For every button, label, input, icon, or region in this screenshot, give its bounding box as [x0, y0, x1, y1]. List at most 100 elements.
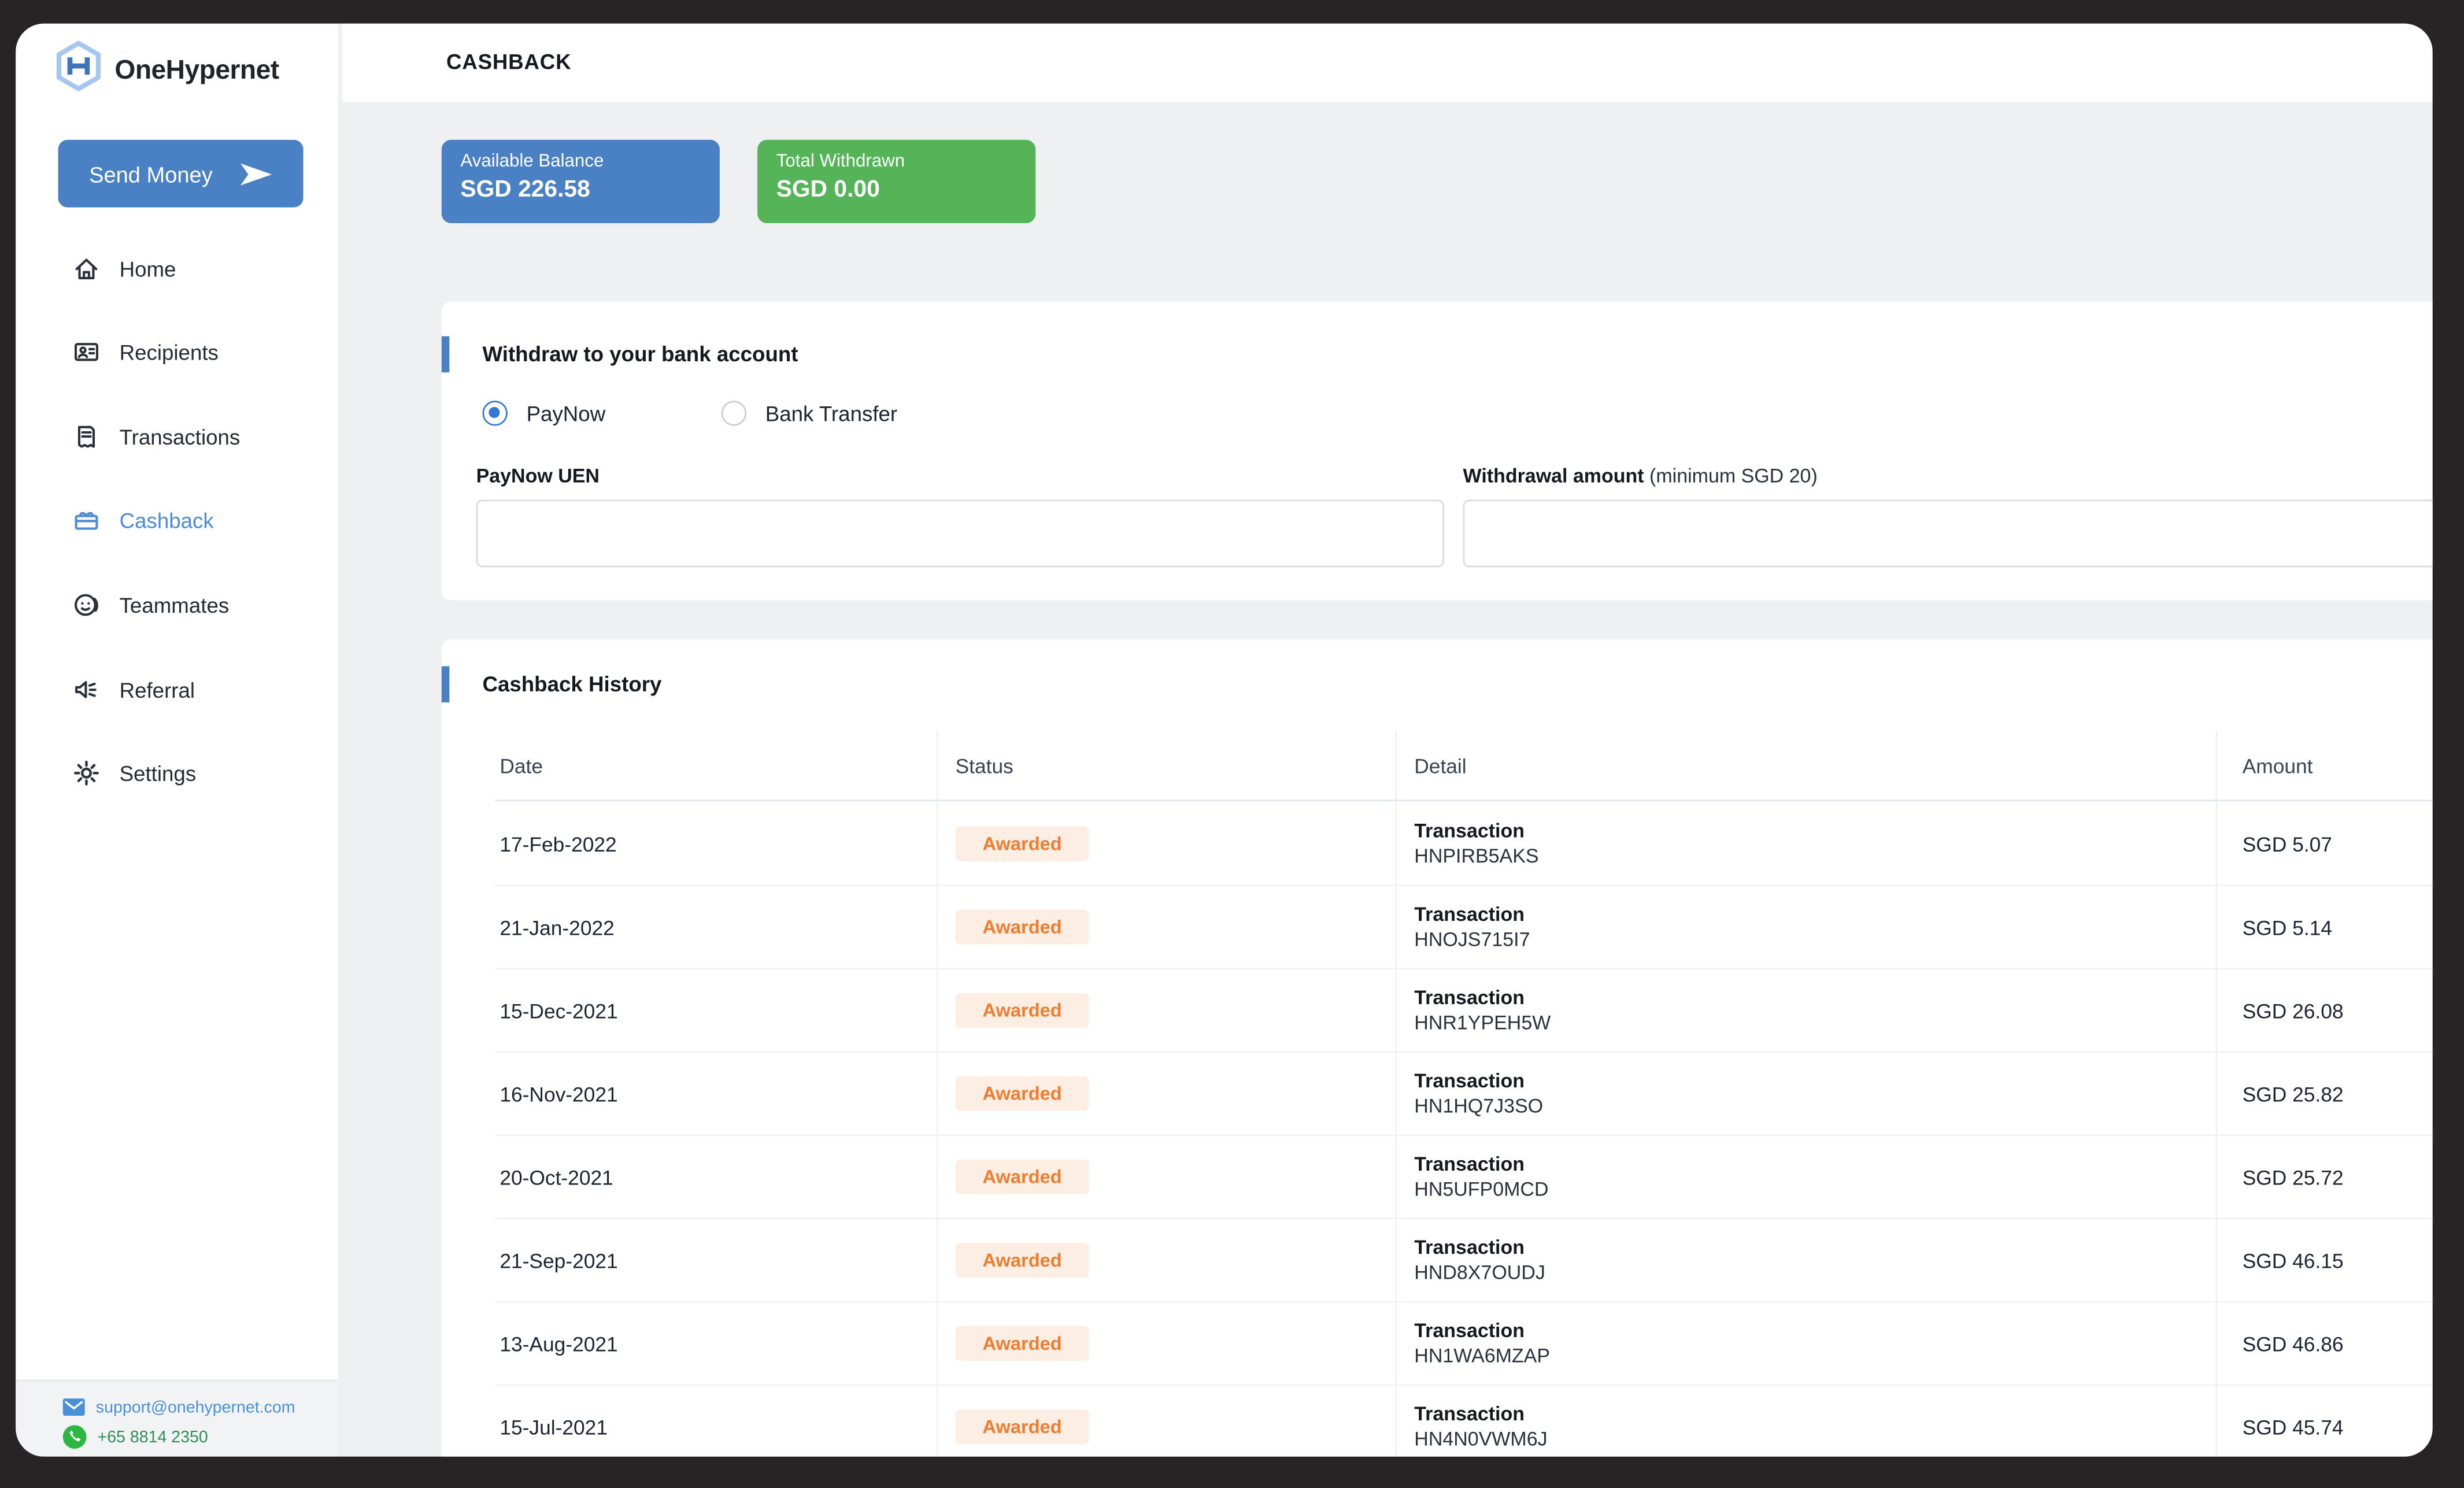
sidebar-item-label: Recipients	[119, 340, 219, 364]
cell-amount: SGD 46.86	[2242, 1332, 2344, 1356]
withdrawal-amount-input[interactable]	[1463, 499, 2433, 568]
cell-date: 17-Feb-2022	[500, 832, 617, 857]
bank-transfer-radio-label: Bank Transfer	[765, 401, 898, 425]
detail-type: Transaction	[1414, 820, 1525, 842]
column-divider	[1395, 730, 1397, 1457]
withdraw-title: Withdraw to your bank account	[482, 342, 798, 367]
sidebar-item-settings[interactable]: Settings	[16, 746, 338, 799]
detail-code: HNR1YPEH5W	[1414, 1012, 1551, 1034]
logo[interactable]: OneHypernet	[55, 39, 279, 101]
detail-code: HNOJS715I7	[1414, 928, 1530, 951]
send-icon	[241, 162, 273, 185]
withdraw-panel: Withdraw to your bank account PayNow Ban…	[441, 301, 2433, 601]
paynow-radio[interactable]: PayNow	[482, 398, 605, 429]
table-row: 21-Jan-2022 Awarded Transaction HNOJS715I7 S…	[495, 886, 2433, 970]
page-header: CASHBACK	[342, 23, 2433, 102]
table-row: 16-Nov-2021 Awarded Transaction HN1HQ7J3SO S…	[495, 1053, 2433, 1137]
radio-circle	[721, 401, 747, 426]
cell-date: 15-Jul-2021	[500, 1416, 608, 1439]
sidebar-item-label: Cashback	[119, 508, 214, 532]
table-row: 21-Sep-2021 Awarded Transaction HND8X7OUDJ S…	[495, 1219, 2433, 1303]
detail-code: HN4N0VWM6J	[1414, 1428, 1548, 1450]
settings-gear-icon	[72, 759, 101, 787]
sidebar-item-label: Settings	[119, 761, 197, 785]
total-withdrawn-card: Total Withdrawn SGD 0.00	[757, 139, 1036, 223]
sidebar-item-teammates[interactable]: Teammates	[16, 578, 338, 631]
status-badge: Awarded	[955, 1243, 1089, 1278]
sidebar-item-cashback[interactable]: Cashback	[16, 493, 338, 546]
column-divider	[936, 730, 938, 1457]
cell-amount: SGD 26.08	[2242, 999, 2344, 1023]
sidebar-item-home[interactable]: Home	[16, 242, 338, 295]
support-phone-text: +65 8814 2350	[97, 1427, 208, 1447]
paynow-uen-input[interactable]	[476, 499, 1444, 568]
column-header-amount: Amount	[2242, 754, 2313, 778]
detail-code: HN1WA6MZAP	[1414, 1345, 1551, 1367]
onehypernet-hexagon-logo-icon	[55, 39, 102, 101]
cell-detail: Transaction HND8X7OUDJ	[1414, 1235, 1545, 1285]
available-balance-card: Available Balance SGD 226.58	[441, 139, 720, 223]
sidebar: OneHypernet Send Money Home	[16, 23, 338, 1457]
table-row: 15-Jul-2021 Awarded Transaction HN4N0VWM6J S…	[495, 1386, 2432, 1456]
detail-type: Transaction	[1414, 1237, 1525, 1259]
table-row: 17-Feb-2022 Awarded Transaction HNPIRB5AKS S…	[495, 803, 2433, 887]
send-money-button[interactable]: Send Money	[58, 139, 304, 208]
cell-date: 21-Jan-2022	[500, 916, 615, 940]
detail-type: Transaction	[1414, 1403, 1525, 1426]
support-email-text: support@onehypernet.com	[95, 1397, 295, 1417]
sidebar-item-label: Teammates	[119, 593, 230, 617]
cell-detail: Transaction HNR1YPEH5W	[1414, 985, 1551, 1035]
cell-amount: SGD 5.07	[2242, 832, 2332, 857]
detail-code: HNPIRB5AKS	[1414, 845, 1539, 868]
accent-bar	[441, 336, 450, 373]
referral-megaphone-icon	[72, 676, 101, 704]
cell-detail: Transaction HNPIRB5AKS	[1414, 819, 1538, 869]
cell-date: 13-Aug-2021	[500, 1332, 618, 1356]
sidebar-item-recipients[interactable]: Recipients	[16, 325, 338, 379]
status-badge: Awarded	[955, 1409, 1089, 1444]
detail-code: HN1HQ7J3SO	[1414, 1095, 1544, 1117]
detail-type: Transaction	[1414, 903, 1525, 926]
column-header-detail: Detail	[1414, 754, 1467, 778]
sidebar-item-label: Referral	[119, 678, 195, 702]
status-badge: Awarded	[955, 1159, 1089, 1194]
email-icon	[62, 1398, 85, 1416]
available-balance-label: Available Balance	[460, 152, 604, 172]
total-withdrawn-value: SGD 0.00	[776, 176, 880, 203]
bank-transfer-radio[interactable]: Bank Transfer	[721, 398, 898, 429]
table-row: 13-Aug-2021 Awarded Transaction HN1WA6MZAP S…	[495, 1302, 2433, 1386]
status-badge: Awarded	[955, 993, 1089, 1028]
cell-detail: Transaction HN1HQ7J3SO	[1414, 1068, 1543, 1119]
sidebar-item-transactions[interactable]: Transactions	[16, 410, 338, 463]
logo-text: OneHypernet	[114, 54, 279, 84]
paynow-radio-label: PayNow	[526, 401, 606, 425]
sidebar-footer: support@onehypernet.com +65 8814 2350	[16, 1379, 338, 1457]
cell-amount: SGD 46.15	[2242, 1249, 2344, 1273]
available-balance-value: SGD 226.58	[460, 176, 590, 203]
recipients-icon	[72, 338, 101, 366]
detail-type: Transaction	[1414, 1070, 1525, 1093]
cell-date: 20-Oct-2021	[500, 1165, 613, 1190]
table-row: 20-Oct-2021 Awarded Transaction HN5UFP0MCD S…	[495, 1136, 2433, 1220]
status-badge: Awarded	[955, 1076, 1089, 1111]
sidebar-item-referral[interactable]: Referral	[16, 663, 338, 716]
cashback-history-title: Cashback History	[482, 672, 662, 697]
withdrawal-amount-label: Withdrawal amount (minimum SGD 20)	[1463, 465, 1818, 487]
cell-amount: SGD 25.72	[2242, 1165, 2344, 1190]
cell-detail: Transaction HN1WA6MZAP	[1414, 1318, 1550, 1368]
detail-type: Transaction	[1414, 1153, 1525, 1176]
support-phone-link[interactable]: +65 8814 2350	[62, 1422, 338, 1452]
cashback-history-panel: Cashback History Date Status Detail Amou…	[441, 639, 2433, 1457]
cell-detail: Transaction HN5UFP0MCD	[1414, 1152, 1548, 1202]
detail-type: Transaction	[1414, 986, 1525, 1009]
detail-type: Transaction	[1414, 1320, 1525, 1342]
radio-circle	[482, 401, 508, 426]
support-email-link[interactable]: support@onehypernet.com	[62, 1392, 338, 1422]
teammates-icon	[72, 591, 101, 619]
app-window: OneHypernet Send Money Home	[16, 23, 2433, 1457]
cashback-history-table: Date Status Detail Amount 17-Feb-2022 Awa…	[495, 730, 2433, 1457]
status-badge: Awarded	[955, 1326, 1089, 1361]
paynow-uen-label: PayNow UEN	[476, 465, 600, 487]
cell-date: 21-Sep-2021	[500, 1249, 618, 1273]
